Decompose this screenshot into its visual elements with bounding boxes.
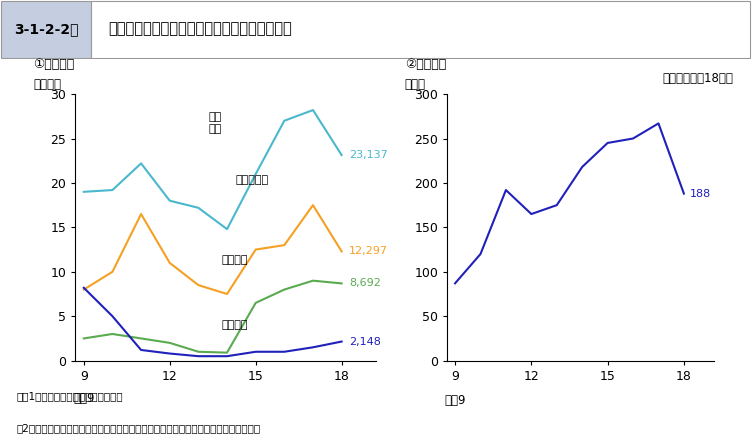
Text: 窃盗
総数: 窃盗 総数 <box>209 112 222 134</box>
Text: 平戡9: 平戡9 <box>444 393 465 406</box>
Bar <box>91 1 750 58</box>
Text: 来日外国人による窃盗・強盗の検挙件数の推移: 来日外国人による窃盗・強盗の検挙件数の推移 <box>108 22 292 37</box>
Text: 2「侵入窃盗」、「乗り物盗」及び「非侵入窃盗」は、「窃盗総数」の内数である。: 2「侵入窃盗」、「乗り物盗」及び「非侵入窃盗」は、「窃盗総数」の内数である。 <box>17 423 261 433</box>
Text: 2,148: 2,148 <box>349 336 381 347</box>
Text: （件）: （件） <box>405 78 426 91</box>
Text: 8,692: 8,692 <box>349 278 381 289</box>
Text: 非侵入窃盗: 非侵入窃盗 <box>235 175 268 185</box>
Text: ②　強　盗: ② 強 盗 <box>405 58 446 71</box>
Text: ①　窃　盗: ① 窃 盗 <box>33 58 74 71</box>
Text: 3-1-2-2図: 3-1-2-2図 <box>14 22 78 36</box>
Text: 平戡9: 平戡9 <box>73 392 95 405</box>
Text: 23,137: 23,137 <box>349 150 387 160</box>
Text: 12,297: 12,297 <box>349 246 388 256</box>
Bar <box>1 1 91 58</box>
Text: （平成９年～18年）: （平成９年～18年） <box>663 72 733 85</box>
Text: 乗り物盗: 乗り物盗 <box>221 320 248 331</box>
Text: 侵入窃盗: 侵入窃盗 <box>221 254 248 265</box>
Text: 注　1　警察庁刑事局の資料による。: 注 1 警察庁刑事局の資料による。 <box>17 392 123 401</box>
Text: 188: 188 <box>690 189 711 198</box>
Text: （千件）: （千件） <box>33 78 61 91</box>
